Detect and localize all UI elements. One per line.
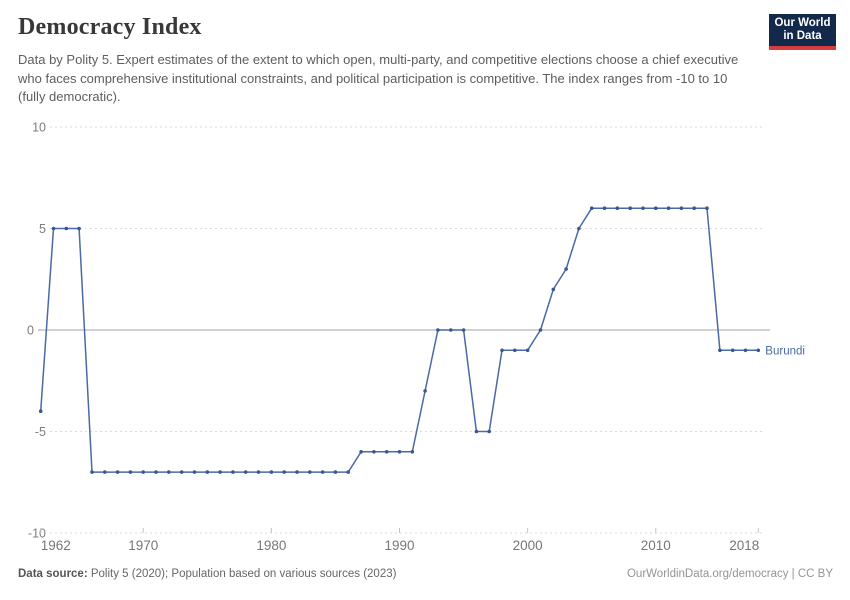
data-point: [179, 470, 184, 474]
data-point: [38, 409, 43, 414]
data-point: [718, 348, 722, 353]
data-point: [666, 206, 671, 210]
data-point: [115, 470, 120, 474]
data-point: [51, 226, 56, 231]
data-point: [308, 470, 312, 474]
footer-data-source: Data source: Polity 5 (2020); Population…: [18, 568, 396, 580]
data-point: [359, 450, 363, 454]
x-axis-label: 2018: [729, 538, 759, 553]
data-point: [372, 450, 376, 454]
data-point: [397, 450, 402, 454]
data-point: [615, 206, 620, 210]
data-point: [154, 470, 158, 474]
owid-logo-line2: in Data: [783, 30, 822, 42]
entity-label: Burundi: [765, 345, 805, 357]
data-point: [103, 470, 107, 474]
data-point: [320, 470, 325, 474]
data-point: [64, 226, 69, 231]
data-point: [384, 450, 389, 454]
data-point: [551, 287, 556, 292]
data-point: [231, 470, 235, 474]
series-line: [39, 207, 760, 473]
data-point: [679, 206, 684, 210]
y-axis-label: 0: [27, 324, 34, 338]
x-axis-label: 2010: [641, 538, 671, 553]
data-point: [538, 328, 543, 332]
data-point: [449, 328, 453, 332]
x-axis-label: 1970: [128, 538, 158, 553]
y-axis-label: -5: [35, 425, 46, 439]
data-point: [167, 470, 171, 474]
data-point: [705, 206, 709, 210]
data-point: [602, 206, 607, 210]
data-point: [128, 470, 133, 474]
footer-link[interactable]: OurWorldinData.org/democracy | CC BY: [626, 568, 833, 580]
chart-subtitle: Data by Polity 5. Expert estimates of th…: [18, 52, 739, 104]
data-point: [423, 389, 427, 393]
data-point: [410, 450, 415, 454]
data-point: [295, 470, 299, 474]
owid-logo[interactable]: Our World in Data: [769, 14, 836, 50]
data-point: [730, 348, 735, 353]
footer-source-text: Polity 5 (2020); Population based on var…: [87, 568, 397, 580]
data-point: [346, 470, 351, 474]
data-point: [641, 206, 645, 210]
data-point: [269, 470, 274, 474]
y-axis-label: 10: [32, 121, 46, 135]
x-axis-label: 1962: [41, 538, 71, 553]
data-point: [141, 470, 145, 474]
x-axis-label: 1990: [384, 538, 414, 553]
data-point: [436, 328, 440, 332]
data-point: [282, 470, 287, 474]
data-point: [90, 470, 94, 474]
data-point: [577, 226, 581, 231]
data-point: [564, 267, 568, 271]
x-axis-label: 1980: [256, 538, 286, 553]
owid-logo-line1: Our World: [774, 17, 831, 29]
data-point: [487, 429, 492, 434]
chart-title: Democracy Index: [18, 14, 202, 40]
data-point: [654, 206, 658, 210]
data-point: [500, 348, 504, 353]
data-point: [256, 470, 261, 474]
footer-source-label: Data source:: [18, 568, 88, 580]
y-axis-label: -10: [28, 527, 46, 541]
data-point: [525, 348, 530, 353]
data-point: [513, 348, 517, 353]
y-axis-label: 5: [39, 222, 46, 236]
data-point: [243, 470, 248, 474]
data-point: [461, 328, 466, 332]
data-point: [218, 470, 222, 474]
data-point: [756, 348, 761, 353]
data-point: [205, 470, 210, 474]
data-point: [628, 206, 632, 210]
x-axis-label: 2000: [513, 538, 543, 553]
data-point: [692, 206, 696, 210]
data-point: [333, 470, 338, 474]
data-point: [743, 348, 748, 353]
data-point: [474, 429, 479, 434]
data-point: [77, 226, 81, 231]
data-point: [192, 470, 197, 474]
data-point: [589, 206, 594, 210]
